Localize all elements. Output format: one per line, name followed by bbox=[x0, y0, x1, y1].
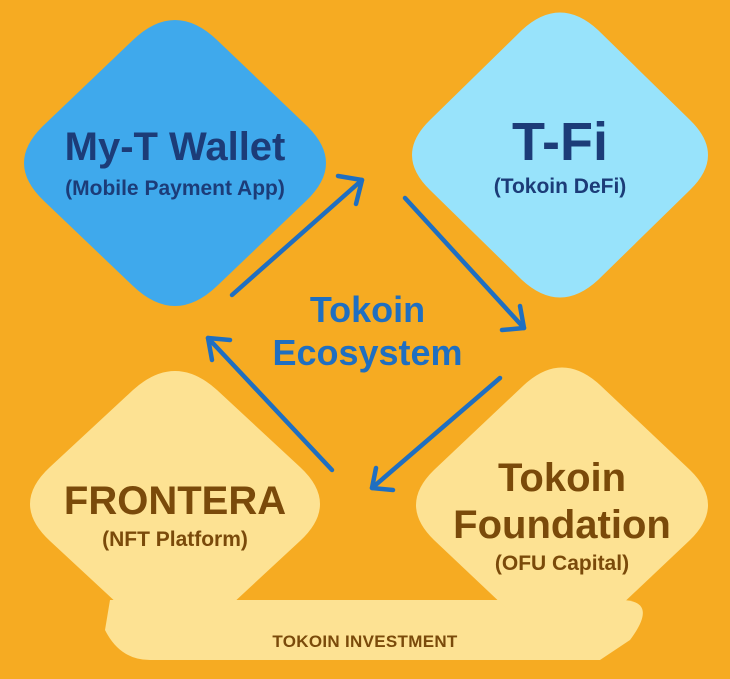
wallet-title: My-T Wallet bbox=[64, 125, 286, 169]
wallet-subtitle: (Mobile Payment App) bbox=[65, 177, 285, 200]
arrow-tfi-to-foundation bbox=[402, 195, 527, 333]
foundation-subtitle: (OFU Capital) bbox=[494, 552, 630, 575]
tfi-title: T-Fi bbox=[512, 112, 608, 172]
foundation-diamond bbox=[416, 367, 708, 643]
investment-band bbox=[105, 600, 643, 660]
arrow-wallet-to-tfi bbox=[229, 173, 365, 298]
frontera-subtitle: (NFT Platform) bbox=[102, 528, 248, 551]
tfi-subtitle: (Tokoin DeFi) bbox=[493, 175, 627, 198]
center-title-line1: Tokoin bbox=[309, 289, 426, 330]
frontera-diamond bbox=[30, 371, 320, 637]
tfi-diamond bbox=[412, 12, 708, 298]
frontera-title: FRONTERA bbox=[63, 479, 287, 523]
arrow-frontera-to-wallet bbox=[205, 335, 335, 473]
foundation-title-line1: Tokoin bbox=[497, 456, 627, 500]
arrow-foundation-to-frontera bbox=[369, 375, 503, 493]
foundation-title-line2: Foundation bbox=[453, 503, 671, 547]
wallet-diamond bbox=[24, 20, 326, 306]
investment-label: TOKOIN INVESTMENT bbox=[272, 632, 458, 651]
center-title-line2: Ecosystem bbox=[272, 332, 463, 373]
